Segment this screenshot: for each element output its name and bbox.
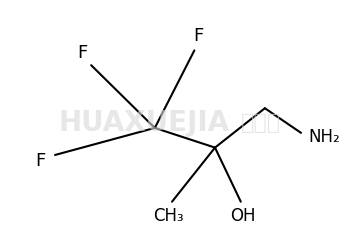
Text: F: F xyxy=(35,152,46,170)
Text: HUAXUEJIA: HUAXUEJIA xyxy=(59,109,230,137)
Text: NH₂: NH₂ xyxy=(308,127,340,146)
Text: CH₃: CH₃ xyxy=(153,207,184,226)
Text: OH: OH xyxy=(230,207,255,226)
Text: 化学加: 化学加 xyxy=(241,113,281,133)
Text: F: F xyxy=(77,44,88,62)
Text: F: F xyxy=(193,27,203,46)
